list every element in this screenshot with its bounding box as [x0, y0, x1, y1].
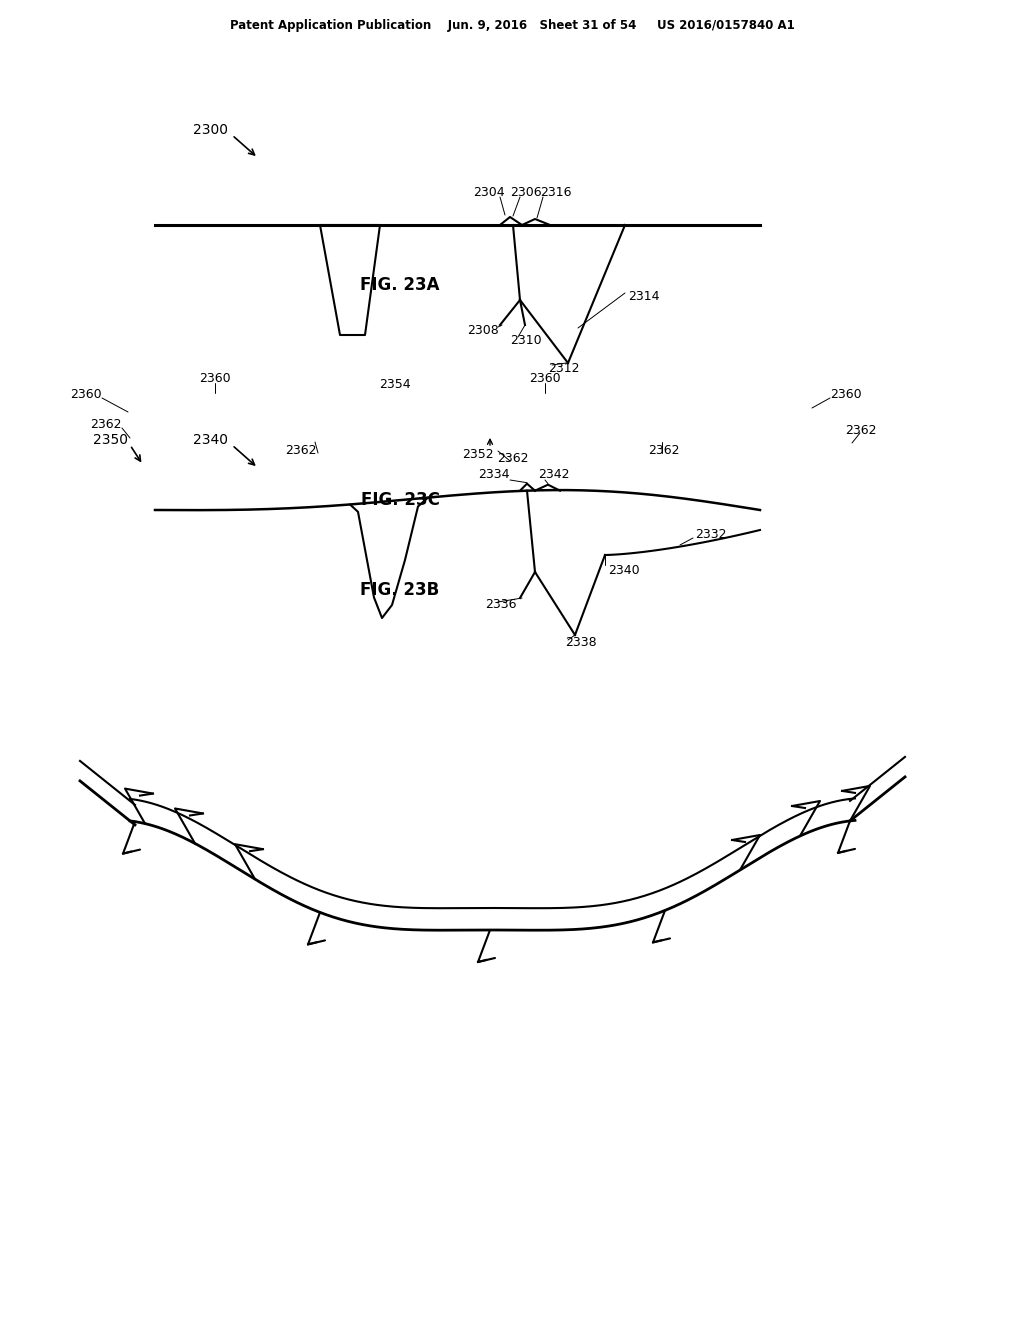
- Text: 2336: 2336: [485, 598, 516, 611]
- Text: 2340: 2340: [608, 564, 640, 577]
- Text: 2338: 2338: [565, 636, 597, 649]
- Text: 2340: 2340: [193, 433, 228, 447]
- Text: 2362: 2362: [497, 451, 528, 465]
- Text: 2334: 2334: [478, 469, 510, 482]
- Text: 2300: 2300: [193, 123, 228, 137]
- Text: 2332: 2332: [695, 528, 726, 541]
- Text: 2308: 2308: [467, 323, 499, 337]
- Text: 2352: 2352: [462, 449, 494, 462]
- Text: FIG. 23C: FIG. 23C: [360, 491, 439, 510]
- Text: 2342: 2342: [538, 469, 569, 482]
- Text: 2360: 2360: [200, 371, 230, 384]
- Text: 2312: 2312: [548, 362, 580, 375]
- Text: 2314: 2314: [628, 290, 659, 304]
- Text: 2304: 2304: [473, 186, 505, 199]
- Text: 2360: 2360: [830, 388, 861, 401]
- Text: 2360: 2360: [70, 388, 101, 401]
- Text: 2350: 2350: [93, 433, 128, 447]
- Text: 2362: 2362: [90, 418, 122, 432]
- Text: 2316: 2316: [540, 186, 571, 199]
- Text: FIG. 23A: FIG. 23A: [360, 276, 439, 294]
- Text: 2362: 2362: [285, 444, 316, 457]
- Text: 2354: 2354: [379, 379, 411, 392]
- Text: 2360: 2360: [529, 371, 561, 384]
- Text: FIG. 23B: FIG. 23B: [360, 581, 439, 599]
- Text: 2306: 2306: [510, 186, 542, 199]
- Text: 2310: 2310: [510, 334, 542, 346]
- Text: 2362: 2362: [845, 424, 877, 437]
- Text: 2362: 2362: [648, 444, 680, 457]
- Text: Patent Application Publication    Jun. 9, 2016   Sheet 31 of 54     US 2016/0157: Patent Application Publication Jun. 9, 2…: [229, 18, 795, 32]
